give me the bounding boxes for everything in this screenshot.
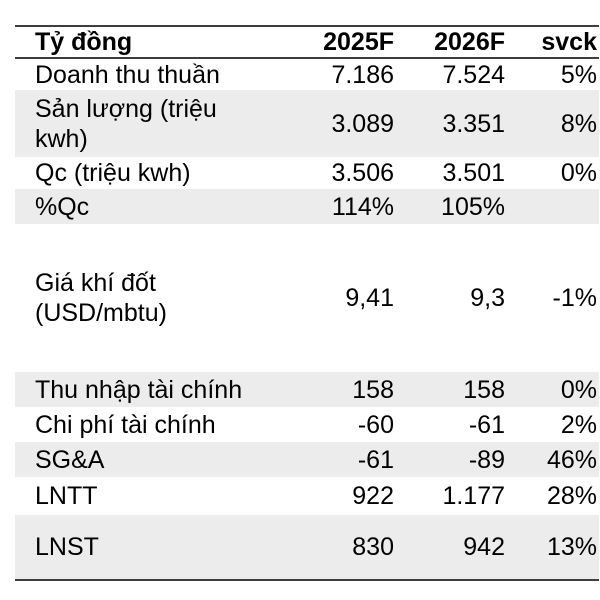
row-label: Qc (triệu kwh): [35, 159, 191, 187]
table-row: Chi phí tài chính -60 -61 2%: [15, 407, 599, 442]
col-header-metric: Tỷ đồng: [35, 28, 133, 56]
value-2025: 3.506: [331, 159, 394, 187]
value-svck: 46%: [546, 445, 597, 474]
table-row: Thu nhập tài chính 158 158 0%: [15, 372, 599, 407]
table-row: LNTT 922 1.177 28%: [15, 477, 599, 515]
table-row: SG&A -61 -89 46%: [15, 442, 599, 477]
value-svck: 8%: [560, 109, 597, 138]
forecast-table: Tỷ đồng 2025F 2026F svck Doanh thu thuần…: [15, 25, 599, 581]
value-2025: 114%: [331, 192, 394, 221]
value-svck: [507, 189, 599, 224]
col-header-2025f: 2025F: [323, 28, 394, 56]
value-svck: 2%: [560, 410, 597, 439]
value-2026: 105%: [441, 192, 505, 221]
value-2025: 7.186: [331, 60, 394, 89]
value-2025: 922: [352, 482, 394, 510]
value-2026: 3.351: [442, 109, 505, 138]
value-2026: -61: [468, 410, 505, 439]
value-2026: 7.524: [442, 60, 505, 89]
value-2026: 942: [463, 533, 505, 561]
table-row: Qc (triệu kwh) 3.506 3.501 0%: [15, 157, 599, 189]
value-2026: -89: [468, 445, 505, 474]
row-label: Doanh thu thuần: [35, 60, 220, 89]
row-label: %Qc: [35, 192, 90, 221]
row-label: LNST: [35, 533, 99, 561]
value-2025: -60: [357, 410, 394, 439]
value-2025: 3.089: [331, 109, 394, 138]
value-2026: 158: [463, 375, 505, 404]
table-row: %Qc 114% 105%: [15, 189, 599, 224]
table-row: LNST 830 942 13%: [15, 515, 599, 580]
value-2025: 158: [352, 375, 394, 404]
value-svck: 28%: [546, 482, 597, 510]
row-label: Giá khí đốt (USD/mbtu): [35, 269, 167, 327]
value-2026: 9,3: [470, 284, 505, 312]
forecast-table-container: Tỷ đồng 2025F 2026F svck Doanh thu thuần…: [15, 25, 599, 581]
value-svck: 0%: [560, 375, 597, 404]
row-label: SG&A: [35, 445, 105, 474]
row-label: Chi phí tài chính: [35, 410, 216, 439]
table-row: Doanh thu thuần 7.186 7.524 5%: [15, 58, 599, 90]
table-row: Giá khí đốt (USD/mbtu) 9,41 9,3 -1%: [15, 224, 599, 372]
col-header-svck: svck: [541, 28, 597, 56]
value-svck: -1%: [552, 284, 597, 312]
row-label: Thu nhập tài chính: [35, 375, 243, 404]
value-svck: 0%: [560, 159, 597, 187]
value-2025: 830: [352, 533, 394, 561]
value-2025: -61: [357, 445, 394, 474]
col-header-2026f: 2026F: [434, 28, 505, 56]
table-row: Sản lượng (triệu kwh) 3.089 3.351 8%: [15, 90, 599, 157]
value-2026: 3.501: [442, 159, 505, 187]
value-svck: 5%: [560, 60, 597, 89]
row-label: Sản lượng (triệu kwh): [35, 94, 217, 153]
value-svck: 13%: [546, 533, 597, 561]
row-label: LNTT: [35, 482, 98, 510]
value-2026: 1.177: [442, 482, 505, 510]
value-2025: 9,41: [345, 284, 394, 312]
header-row: Tỷ đồng 2025F 2026F svck: [15, 26, 599, 58]
